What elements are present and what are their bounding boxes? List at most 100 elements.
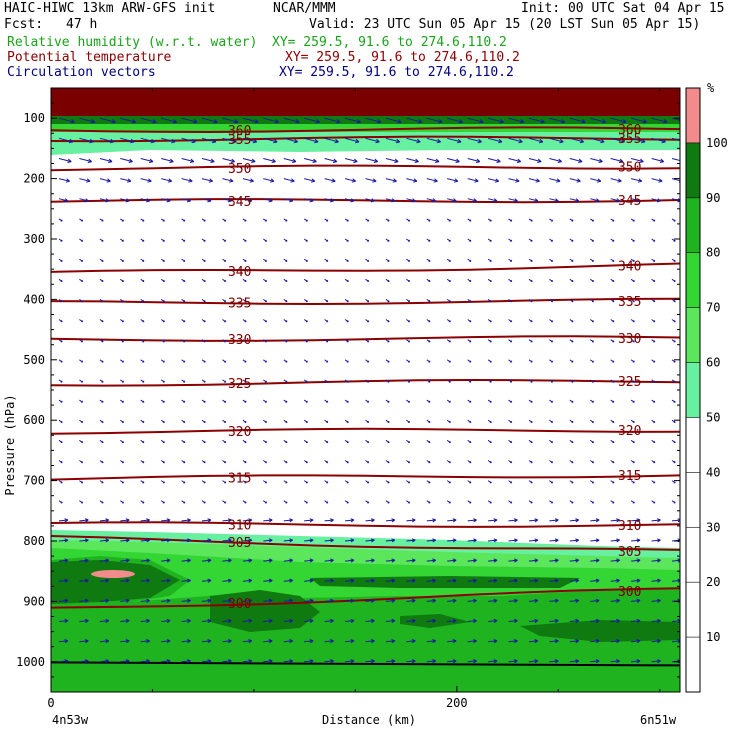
wind-vector — [446, 399, 451, 403]
wind-vector — [201, 659, 212, 664]
isentrope-label: 330 — [228, 333, 251, 348]
wind-vector — [263, 258, 268, 262]
wind-vector — [58, 198, 69, 203]
wind-vector — [467, 439, 472, 444]
wind-vector — [201, 558, 212, 563]
wind-vector — [631, 639, 641, 644]
wind-vector — [222, 359, 227, 363]
wind-vector — [549, 339, 554, 343]
wind-vector — [569, 238, 574, 242]
colorbar: 10 20 30 40 50 60 70 80 90 100 — [685, 87, 728, 693]
wind-vector — [406, 419, 411, 423]
field-vectors-name: Circulation vectors — [7, 65, 156, 80]
wind-vector — [447, 158, 460, 163]
wind-vector — [201, 538, 212, 543]
wind-vector — [283, 659, 293, 664]
wind-vector — [487, 198, 498, 203]
wind-vector — [324, 538, 334, 543]
axes: 100 200 300 400 500 600 700 800 900 1000 0 200 — [16, 87, 680, 710]
humidity-fill-layer — [51, 88, 680, 692]
wind-vector — [283, 618, 293, 624]
wind-vector — [140, 218, 145, 222]
wind-vector — [120, 238, 125, 242]
wind-vector — [671, 158, 680, 162]
wind-vector — [303, 500, 308, 504]
wind-vector — [140, 198, 151, 203]
wind-vector — [446, 339, 451, 343]
colorbar-swatch — [686, 252, 700, 308]
wind-vector — [324, 480, 329, 484]
wind-vector — [201, 117, 218, 124]
wind-vector — [467, 298, 472, 303]
field-theta-xy: XY= 259.5, 91.6 to 274.6,110.2 — [285, 50, 520, 65]
wind-vector — [446, 238, 451, 242]
wind-vector — [610, 359, 615, 363]
wind-vector — [651, 419, 656, 423]
wind-vector — [610, 639, 620, 644]
wind-vector — [201, 399, 206, 403]
wind-vector — [324, 359, 329, 363]
wind-vector — [651, 379, 656, 383]
wind-vector — [242, 238, 247, 242]
wind-vector — [549, 659, 559, 664]
wind-vector — [283, 198, 294, 203]
wind-vector — [446, 480, 451, 484]
wind-vector — [160, 319, 165, 323]
wind-vector — [283, 518, 293, 523]
wind-vector — [160, 218, 165, 222]
wind-vector — [283, 399, 288, 403]
wind-vector — [160, 439, 165, 444]
wind-vector — [120, 298, 125, 303]
wind-vector — [344, 339, 349, 343]
wind-vector — [671, 218, 676, 222]
wind-vector — [406, 659, 416, 664]
wind-vector — [263, 158, 276, 163]
wind-vector — [487, 218, 492, 222]
wind-vector — [549, 178, 561, 183]
isentrope-line — [51, 262, 680, 273]
wind-vector — [140, 379, 145, 383]
center-name: NCAR/MMM — [273, 1, 336, 16]
wind-vector — [99, 117, 116, 124]
wind-vector — [671, 178, 680, 183]
wind-vector — [385, 518, 396, 523]
wind-vector — [99, 258, 104, 262]
wind-vector — [528, 158, 542, 163]
wind-vector — [283, 460, 288, 464]
wind-vector — [344, 359, 349, 363]
wind-vector — [426, 117, 443, 124]
wind-vector — [651, 659, 661, 664]
wind-vector — [549, 480, 554, 484]
wind-vector — [345, 518, 355, 523]
wind-vector — [181, 298, 186, 303]
wind-vector — [161, 618, 171, 624]
wind-vector — [242, 379, 247, 383]
wind-vector — [181, 419, 186, 423]
wind-vector — [242, 480, 247, 484]
wind-vector — [528, 598, 539, 603]
wind-vector — [549, 460, 554, 464]
wind-vector — [446, 460, 451, 464]
wind-vector — [181, 137, 196, 144]
wind-vector — [140, 659, 150, 664]
wind-vector — [569, 198, 580, 203]
wind-vector — [242, 339, 247, 343]
wind-vector — [79, 359, 84, 363]
wind-vector — [201, 137, 217, 144]
wind-vector — [99, 598, 110, 603]
wind-vector — [242, 319, 247, 323]
wind-vector — [528, 460, 533, 464]
wind-vector — [140, 178, 152, 183]
y-tick-label: 900 — [23, 594, 45, 608]
wind-vector — [79, 218, 84, 222]
wind-vector — [222, 319, 227, 323]
wind-vector — [161, 558, 171, 563]
wind-vector — [242, 659, 253, 664]
wind-vector — [569, 319, 574, 323]
wind-vector — [487, 319, 492, 323]
wind-vector — [140, 399, 145, 403]
wind-vector — [201, 178, 214, 183]
rh-fill-dark-band — [310, 576, 580, 588]
wind-vector — [324, 258, 329, 262]
field-theta-name: Potential temperature — [7, 50, 172, 65]
